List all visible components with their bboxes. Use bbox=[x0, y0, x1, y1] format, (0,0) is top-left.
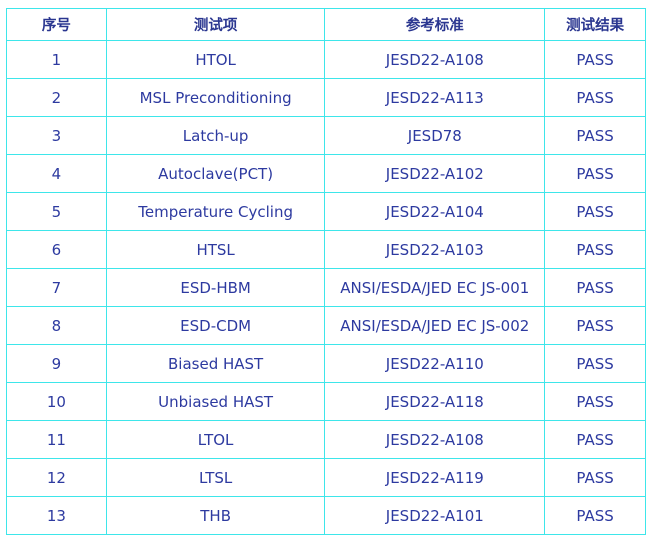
cell-index: 7 bbox=[6, 268, 107, 307]
cell-test-item: LTOL bbox=[105, 420, 326, 459]
cell-standard: JESD22-A101 bbox=[324, 496, 546, 535]
cell-standard: JESD22-A103 bbox=[324, 230, 546, 269]
cell-result: PASS bbox=[544, 420, 646, 459]
cell-index: 13 bbox=[6, 496, 107, 535]
cell-index: 6 bbox=[6, 230, 107, 269]
cell-test-item: LTSL bbox=[105, 458, 326, 497]
cell-result: PASS bbox=[544, 230, 646, 269]
cell-result: PASS bbox=[544, 116, 646, 155]
table-row: 4 Autoclave(PCT) JESD22-A102 PASS bbox=[6, 154, 646, 193]
cell-standard: ANSI/ESDA/JED EC JS-001 bbox=[324, 268, 546, 307]
header-test-item: 测试项 bbox=[105, 8, 326, 41]
cell-index: 12 bbox=[6, 458, 107, 497]
cell-index: 1 bbox=[6, 40, 107, 79]
cell-result: PASS bbox=[544, 40, 646, 79]
cell-index: 5 bbox=[6, 192, 107, 231]
cell-standard: JESD22-A104 bbox=[324, 192, 546, 231]
cell-standard: ANSI/ESDA/JED EC JS-002 bbox=[324, 306, 546, 345]
table-row: 13 THB JESD22-A101 PASS bbox=[6, 496, 646, 535]
header-index: 序号 bbox=[6, 8, 107, 41]
cell-test-item: MSL Preconditioning bbox=[105, 78, 326, 117]
cell-index: 3 bbox=[6, 116, 107, 155]
cell-result: PASS bbox=[544, 496, 646, 535]
table-row: 7 ESD-HBM ANSI/ESDA/JED EC JS-001 PASS bbox=[6, 268, 646, 307]
cell-test-item: Autoclave(PCT) bbox=[105, 154, 326, 193]
cell-result: PASS bbox=[544, 78, 646, 117]
cell-index: 9 bbox=[6, 344, 107, 383]
cell-test-item: ESD-CDM bbox=[105, 306, 326, 345]
cell-test-item: ESD-HBM bbox=[105, 268, 326, 307]
table-row: 2 MSL Preconditioning JESD22-A113 PASS bbox=[6, 78, 646, 117]
cell-test-item: THB bbox=[105, 496, 326, 535]
cell-index: 2 bbox=[6, 78, 107, 117]
cell-index: 8 bbox=[6, 306, 107, 345]
cell-index: 4 bbox=[6, 154, 107, 193]
header-standard: 参考标准 bbox=[324, 8, 546, 41]
cell-index: 10 bbox=[6, 382, 107, 421]
table-row: 12 LTSL JESD22-A119 PASS bbox=[6, 458, 646, 497]
header-row: 序号 测试项 参考标准 测试结果 bbox=[6, 8, 646, 41]
table-row: 8 ESD-CDM ANSI/ESDA/JED EC JS-002 PASS bbox=[6, 306, 646, 345]
table-row: 5 Temperature Cycling JESD22-A104 PASS bbox=[6, 192, 646, 231]
cell-test-item: Unbiased HAST bbox=[105, 382, 326, 421]
cell-standard: JESD22-A102 bbox=[324, 154, 546, 193]
cell-standard: JESD22-A119 bbox=[324, 458, 546, 497]
cell-standard: JESD78 bbox=[324, 116, 546, 155]
cell-standard: JESD22-A118 bbox=[324, 382, 546, 421]
cell-result: PASS bbox=[544, 268, 646, 307]
cell-result: PASS bbox=[544, 344, 646, 383]
cell-result: PASS bbox=[544, 458, 646, 497]
cell-result: PASS bbox=[544, 192, 646, 231]
table-row: 1 HTOL JESD22-A108 PASS bbox=[6, 40, 646, 79]
table-row: 11 LTOL JESD22-A108 PASS bbox=[6, 420, 646, 459]
cell-standard: JESD22-A108 bbox=[324, 420, 546, 459]
cell-index: 11 bbox=[6, 420, 107, 459]
cell-test-item: HTOL bbox=[105, 40, 326, 79]
table-row: 3 Latch-up JESD78 PASS bbox=[6, 116, 646, 155]
cell-result: PASS bbox=[544, 382, 646, 421]
cell-test-item: Temperature Cycling bbox=[105, 192, 326, 231]
cell-test-item: Biased HAST bbox=[105, 344, 326, 383]
cell-test-item: HTSL bbox=[105, 230, 326, 269]
table-row: 10 Unbiased HAST JESD22-A118 PASS bbox=[6, 382, 646, 421]
cell-test-item: Latch-up bbox=[105, 116, 326, 155]
table-row: 6 HTSL JESD22-A103 PASS bbox=[6, 230, 646, 269]
header-result: 测试结果 bbox=[544, 8, 646, 41]
cell-standard: JESD22-A113 bbox=[324, 78, 546, 117]
cell-result: PASS bbox=[544, 154, 646, 193]
test-results-table: 序号 测试项 参考标准 测试结果 1 HTOL JESD22-A108 PASS 2 MS… bbox=[6, 8, 646, 535]
table-row: 9 Biased HAST JESD22-A110 PASS bbox=[6, 344, 646, 383]
cell-result: PASS bbox=[544, 306, 646, 345]
cell-standard: JESD22-A110 bbox=[324, 344, 546, 383]
cell-standard: JESD22-A108 bbox=[324, 40, 546, 79]
